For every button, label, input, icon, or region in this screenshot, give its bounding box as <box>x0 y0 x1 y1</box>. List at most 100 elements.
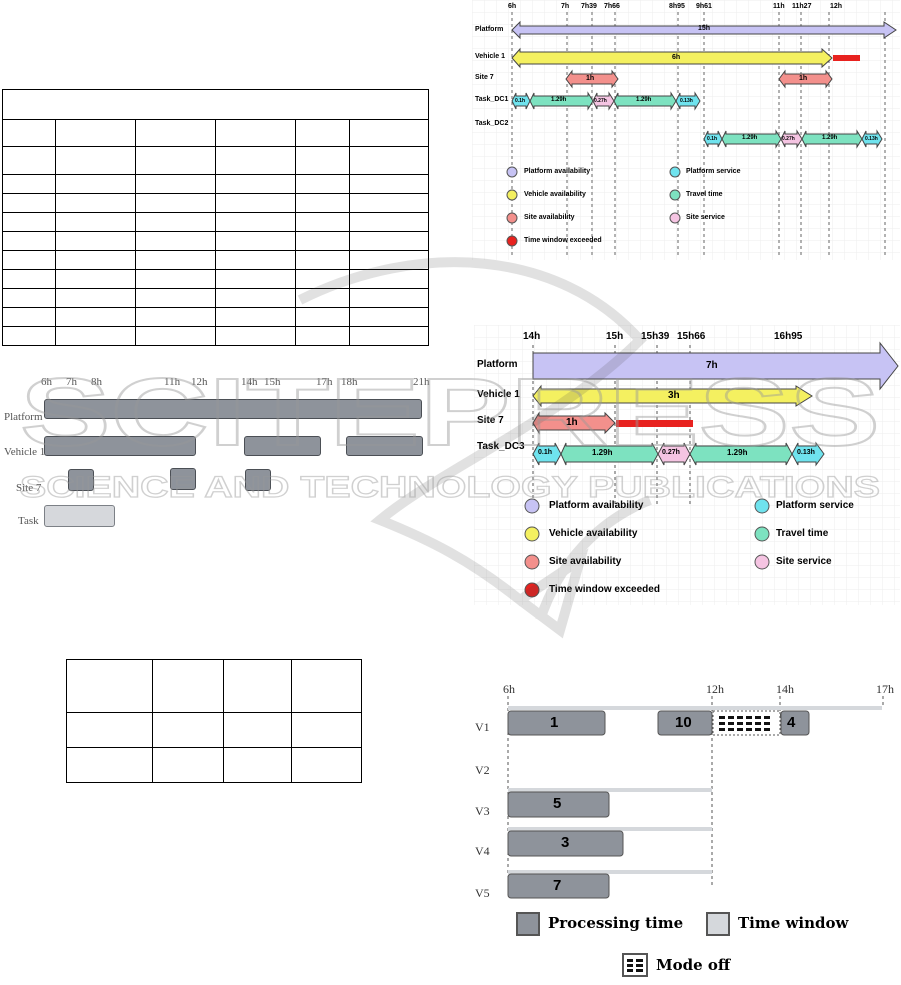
dc1-label: 0.13h <box>680 98 693 104</box>
processing-box-3 <box>507 830 624 857</box>
vehicle-schedule-chart: 6h 12h 14h 17h V1 V2 V3 V4 V5 1 10 4 5 3… <box>470 680 900 985</box>
tick-label: 7h <box>561 3 570 10</box>
processing-box-5 <box>507 791 610 818</box>
tick-label: 12h <box>830 3 843 10</box>
table-1 <box>2 89 429 346</box>
tick-label: 15h66 <box>677 331 706 342</box>
legend-label: Platform availability <box>549 500 644 511</box>
vehicle-bar <box>44 436 196 456</box>
time-window-bar <box>508 827 712 831</box>
site-arrow <box>565 69 619 89</box>
job-label: 4 <box>787 714 796 731</box>
site-arrow <box>778 69 833 89</box>
table-cell <box>223 659 292 713</box>
table-row <box>2 269 429 289</box>
platform-arrow <box>511 20 897 40</box>
gantt-row-label: Site 7 <box>16 482 42 494</box>
gantt-row-label: Task <box>18 515 39 527</box>
legend-label: Site service <box>686 214 725 221</box>
dc3-label: 1.29h <box>592 448 613 457</box>
legend-label: Vehicle availability <box>549 528 638 539</box>
table-cell <box>2 89 429 120</box>
row-label: Task_DC3 <box>477 441 525 452</box>
legend-dot-site-availability <box>524 554 540 570</box>
gantt-row-label: Platform <box>4 411 43 423</box>
site-bar-label: 1h <box>566 417 578 428</box>
tick-label: 14h <box>776 682 794 696</box>
legend-label: Platform availability <box>524 168 591 175</box>
legend-dot-travel-time <box>669 189 681 201</box>
tick-label: 6h <box>508 3 517 10</box>
legend-dot-platform-availability <box>506 166 518 178</box>
legend-label: Time window <box>738 914 849 932</box>
mode-off-icon <box>627 959 643 972</box>
gantt-tick: 15h <box>264 376 281 388</box>
row-label: Task_DC2 <box>475 120 509 127</box>
row-label: Platform <box>475 26 504 33</box>
table-cell <box>2 119 56 147</box>
gantt-tick: 6h <box>41 376 52 388</box>
task-bar <box>44 505 115 527</box>
dc2-label: 1.29h <box>822 135 838 141</box>
table-row <box>66 747 362 783</box>
dc3-platform-service <box>791 441 825 467</box>
legend-dot-vehicle-availability <box>524 526 540 542</box>
table-row <box>2 193 429 213</box>
table-row <box>2 212 429 232</box>
platform-bar-label: 7h <box>706 360 718 371</box>
legend-dot-time-window-exceeded <box>506 235 518 247</box>
dc3-label: 0.1h <box>538 449 553 456</box>
row-label: Task_DC1 <box>475 96 509 103</box>
gantt-tick: 18h <box>341 376 358 388</box>
legend-dot-vehicle-availability <box>506 189 518 201</box>
table-row <box>2 174 429 194</box>
fig-bottom-svg <box>507 696 884 899</box>
gantt-tick: 11h <box>164 376 181 388</box>
legend-label: Vehicle availability <box>524 191 586 198</box>
legend-label: Site service <box>776 556 832 567</box>
tick-label: 9h61 <box>696 3 712 10</box>
gray-gantt-chart: 6h 7h 8h 11h 12h 14h 15h 17h 18h 21h Pla… <box>0 372 440 542</box>
legend-dot-platform-service <box>754 498 770 514</box>
gantt-tick: 8h <box>91 376 102 388</box>
time-window-bar <box>508 870 712 874</box>
legend-label: Time window exceeded <box>549 584 660 595</box>
dc2-platform-service <box>861 129 883 149</box>
platform-arrow <box>532 341 899 391</box>
gantt-tick: 7h <box>66 376 77 388</box>
tick-label: 11h <box>773 3 785 10</box>
table-cell <box>295 119 350 147</box>
table-2 <box>66 659 362 783</box>
table-cell <box>55 119 136 147</box>
legend-dot-site-availability <box>506 212 518 224</box>
legend-swatch-mode-off <box>622 953 648 977</box>
table-row <box>2 231 429 251</box>
job-label: 5 <box>553 795 562 812</box>
row-label: V1 <box>475 720 490 734</box>
row-label: V4 <box>475 844 490 858</box>
legend-dot-platform-availability <box>524 498 540 514</box>
row-label: Site 7 <box>477 415 504 426</box>
gantt-tick: 12h <box>191 376 208 388</box>
legend-swatch-time-window <box>706 912 730 936</box>
vehicle-bar-label: 3h <box>668 390 680 401</box>
dc1-label: 0.27h <box>594 98 607 104</box>
tick-label: 8h95 <box>669 3 685 10</box>
time-window-bar <box>508 788 712 792</box>
exceeded-bar <box>616 420 693 427</box>
row-label: Site 7 <box>475 74 494 81</box>
vehicle-arrow <box>511 47 833 69</box>
table-row <box>2 288 429 308</box>
job-label: 7 <box>553 877 562 894</box>
row-label: Vehicle 1 <box>477 389 520 400</box>
tick-label: 6h <box>503 682 515 696</box>
table-row <box>2 307 429 327</box>
fig-mid-svg <box>474 325 900 605</box>
job-label: 3 <box>561 834 570 851</box>
legend-label: Processing time <box>548 914 684 932</box>
dc3-label: 0.13h <box>797 449 815 456</box>
legend-label: Platform service <box>776 500 854 511</box>
tick-label: 16h95 <box>774 331 803 342</box>
tick-label: 15h <box>606 331 624 342</box>
vehicle-bar-label: 6h <box>672 54 681 61</box>
